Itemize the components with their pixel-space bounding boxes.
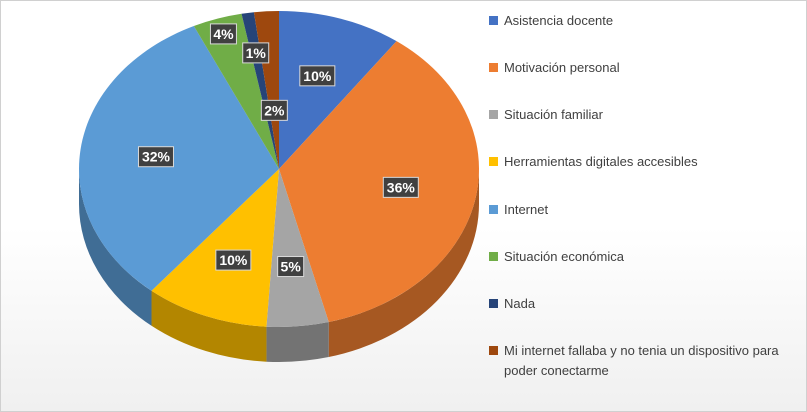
legend-swatch <box>489 110 498 119</box>
pie-slice-situacion-economica <box>193 13 279 169</box>
pie-side-motivacion-personal <box>328 169 479 358</box>
data-label-situacion-economica: 4% <box>209 23 237 45</box>
data-label-situacion-familiar: 5% <box>277 256 305 278</box>
legend-label: Situación familiar <box>504 107 603 122</box>
legend-label: Herramientas digitales accesibles <box>504 154 698 169</box>
legend-item-nada: Nada <box>489 294 804 314</box>
svg-text:32%: 32% <box>142 149 171 165</box>
legend-item-internet: Internet <box>489 200 804 220</box>
legend-swatch <box>489 157 498 166</box>
pie-slice-asistencia-docente <box>279 11 397 169</box>
legend-swatch <box>489 346 498 355</box>
svg-text:2%: 2% <box>264 102 285 118</box>
legend-item-asistencia-docente: Asistencia docente <box>489 11 804 31</box>
svg-text:1%: 1% <box>246 45 267 61</box>
legend-label: Mi internet fallaba y no tenia un dispos… <box>504 343 779 378</box>
legend-label: Asistencia docente <box>504 13 614 28</box>
data-label-mi-internet-fallaba-y-no-tenia-un-dispos: 2% <box>260 99 288 121</box>
pie-slice-herramientas-digitales-accesibles <box>151 169 279 327</box>
legend-item-herramientas-digitales-accesibles: Herramientas digitales accesibles <box>489 152 804 172</box>
pie-side-herramientas-digitales-accesibles <box>151 290 267 362</box>
legend-label: Nada <box>504 296 536 311</box>
data-label-motivacion-personal: 36% <box>382 176 419 198</box>
legend-label: Situación económica <box>504 249 624 264</box>
data-label-internet: 32% <box>137 146 174 168</box>
legend-label: Motivación personal <box>504 60 620 75</box>
legend-item-motivacion-personal: Motivación personal <box>489 58 804 78</box>
pie-slice-motivacion-personal <box>279 41 479 323</box>
legend-swatch <box>489 299 498 308</box>
legend-label: Internet <box>504 202 549 217</box>
legend-swatch <box>489 16 498 25</box>
svg-text:10%: 10% <box>303 68 332 84</box>
legend-swatch <box>489 63 498 72</box>
legend-item-situacion-familiar: Situación familiar <box>489 105 804 125</box>
pie-slice-situacion-familiar <box>266 169 329 327</box>
legend-item-situacion-economica: Situación económica <box>489 247 804 267</box>
data-label-asistencia-docente: 10% <box>299 65 336 87</box>
pie-side-internet <box>79 169 152 326</box>
legend-item-mi-internet-fallaba-y-no-tenia-un-dispos: Mi internet fallaba y no tenia un dispos… <box>489 341 804 381</box>
pie-side-situacion-familiar <box>266 322 329 362</box>
svg-text:36%: 36% <box>387 179 416 195</box>
svg-text:4%: 4% <box>213 26 234 42</box>
svg-text:10%: 10% <box>219 252 248 268</box>
data-label-herramientas-digitales-accesibles: 10% <box>215 249 252 271</box>
pie-slice-internet <box>78 26 279 291</box>
svg-text:5%: 5% <box>281 259 302 275</box>
legend-swatch <box>489 205 498 214</box>
legend-swatch <box>489 252 498 261</box>
data-label-nada: 1% <box>242 42 270 64</box>
